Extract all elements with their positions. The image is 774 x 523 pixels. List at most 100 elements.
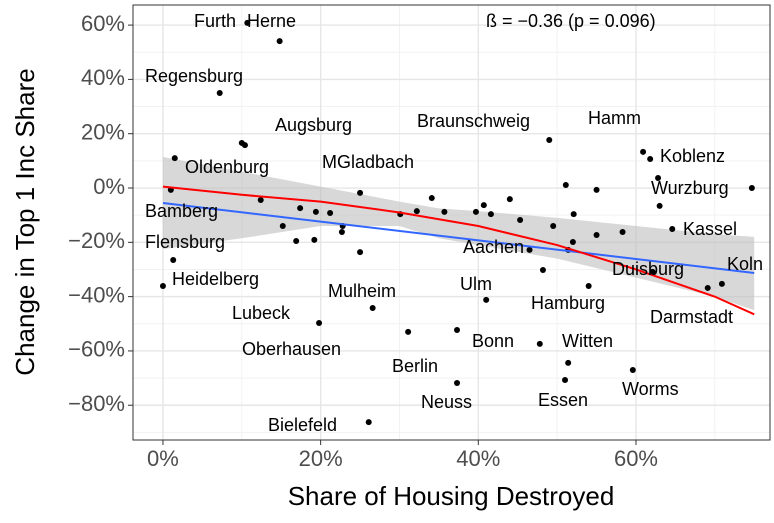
point — [483, 296, 490, 303]
point — [405, 328, 412, 335]
point-label: Oldenburg — [185, 157, 269, 177]
point-label: Darmstadt — [650, 307, 733, 327]
point-label: Worms — [622, 379, 679, 399]
y-tick-label: 0% — [93, 174, 125, 199]
point — [428, 195, 435, 202]
point-label: Duisburg — [612, 259, 684, 279]
point — [441, 208, 448, 215]
point — [279, 223, 286, 230]
point — [312, 208, 319, 215]
point — [704, 284, 711, 291]
y-tick-label: −80% — [68, 391, 125, 416]
point — [293, 237, 300, 244]
point-label: Regensburg — [145, 66, 243, 86]
point — [536, 340, 543, 347]
point — [413, 208, 420, 215]
point — [338, 229, 345, 236]
point — [170, 256, 177, 263]
point — [526, 246, 533, 253]
point — [593, 231, 600, 238]
fit-line — [162, 201, 755, 274]
point — [562, 376, 569, 383]
point — [517, 217, 524, 224]
point — [369, 305, 376, 312]
point — [550, 223, 557, 230]
point — [357, 249, 364, 256]
point-label: Koblenz — [660, 146, 725, 166]
point-label: Berlin — [392, 356, 438, 376]
point — [487, 211, 494, 218]
point — [656, 202, 663, 209]
point-label: Kassel — [683, 219, 737, 239]
point — [316, 319, 323, 326]
point-label: Mulheim — [328, 281, 396, 301]
point — [565, 359, 572, 366]
point — [365, 419, 372, 426]
point-label: Heidelberg — [172, 269, 259, 289]
x-axis-title: Share of Housing Destroyed — [288, 481, 615, 511]
point — [480, 202, 487, 209]
confidence-band — [162, 157, 755, 311]
point — [357, 189, 364, 196]
point-label: Lubeck — [232, 303, 291, 323]
point-label: Bamberg — [145, 201, 218, 221]
point — [640, 148, 647, 155]
point-label: MGladbach — [322, 152, 414, 172]
annotation: ß = −0.36 (p = 0.096) — [486, 11, 656, 31]
y-axis-title: Change in Top 1 Inc Share — [10, 68, 40, 375]
y-tick-label: 60% — [81, 11, 125, 36]
x-tick-label: 0% — [147, 446, 179, 471]
point-label: Neuss — [421, 392, 472, 412]
y-tick-label: −20% — [68, 228, 125, 253]
point-label: Bielefeld — [268, 415, 337, 435]
point-label: Hamburg — [531, 293, 605, 313]
point — [454, 379, 461, 386]
point-label: Hamm — [588, 108, 641, 128]
point — [619, 229, 626, 236]
point — [669, 226, 676, 233]
point — [311, 236, 318, 243]
point-label: Koln — [727, 254, 763, 274]
point-label: Bonn — [472, 331, 514, 351]
point-label: Ulm — [460, 274, 492, 294]
y-tick-label: −60% — [68, 337, 125, 362]
y-tick-label: −40% — [68, 282, 125, 307]
point — [159, 283, 166, 290]
point-label: Furth — [194, 11, 236, 31]
point — [569, 239, 576, 246]
point — [216, 89, 223, 96]
point — [748, 185, 755, 192]
point-label: Braunschweig — [417, 111, 530, 131]
point — [472, 208, 479, 215]
point-label: Aachen — [463, 237, 524, 257]
point — [327, 209, 334, 216]
point — [506, 196, 513, 203]
point — [539, 267, 546, 274]
point-label: Augsburg — [275, 115, 352, 135]
point — [276, 38, 283, 45]
point — [241, 142, 248, 149]
point — [593, 186, 600, 193]
fit-line — [162, 185, 755, 316]
point — [718, 280, 725, 287]
x-tick-label: 20% — [299, 446, 343, 471]
point-label: Essen — [538, 390, 588, 410]
point-label: Oberhausen — [242, 339, 341, 359]
y-tick-label: 40% — [81, 65, 125, 90]
point — [629, 366, 636, 373]
point — [570, 211, 577, 218]
point — [585, 283, 592, 290]
panel-border — [132, 4, 771, 441]
x-tick-label: 40% — [456, 446, 500, 471]
point-label: Herne — [247, 11, 296, 31]
point-label: Wurzburg — [651, 178, 729, 198]
x-tick-label: 60% — [614, 446, 658, 471]
point — [297, 205, 304, 212]
point — [647, 155, 654, 162]
point — [546, 136, 553, 143]
point — [244, 19, 251, 26]
point — [171, 155, 178, 162]
point — [649, 268, 656, 275]
point-label: Flensburg — [145, 232, 225, 252]
